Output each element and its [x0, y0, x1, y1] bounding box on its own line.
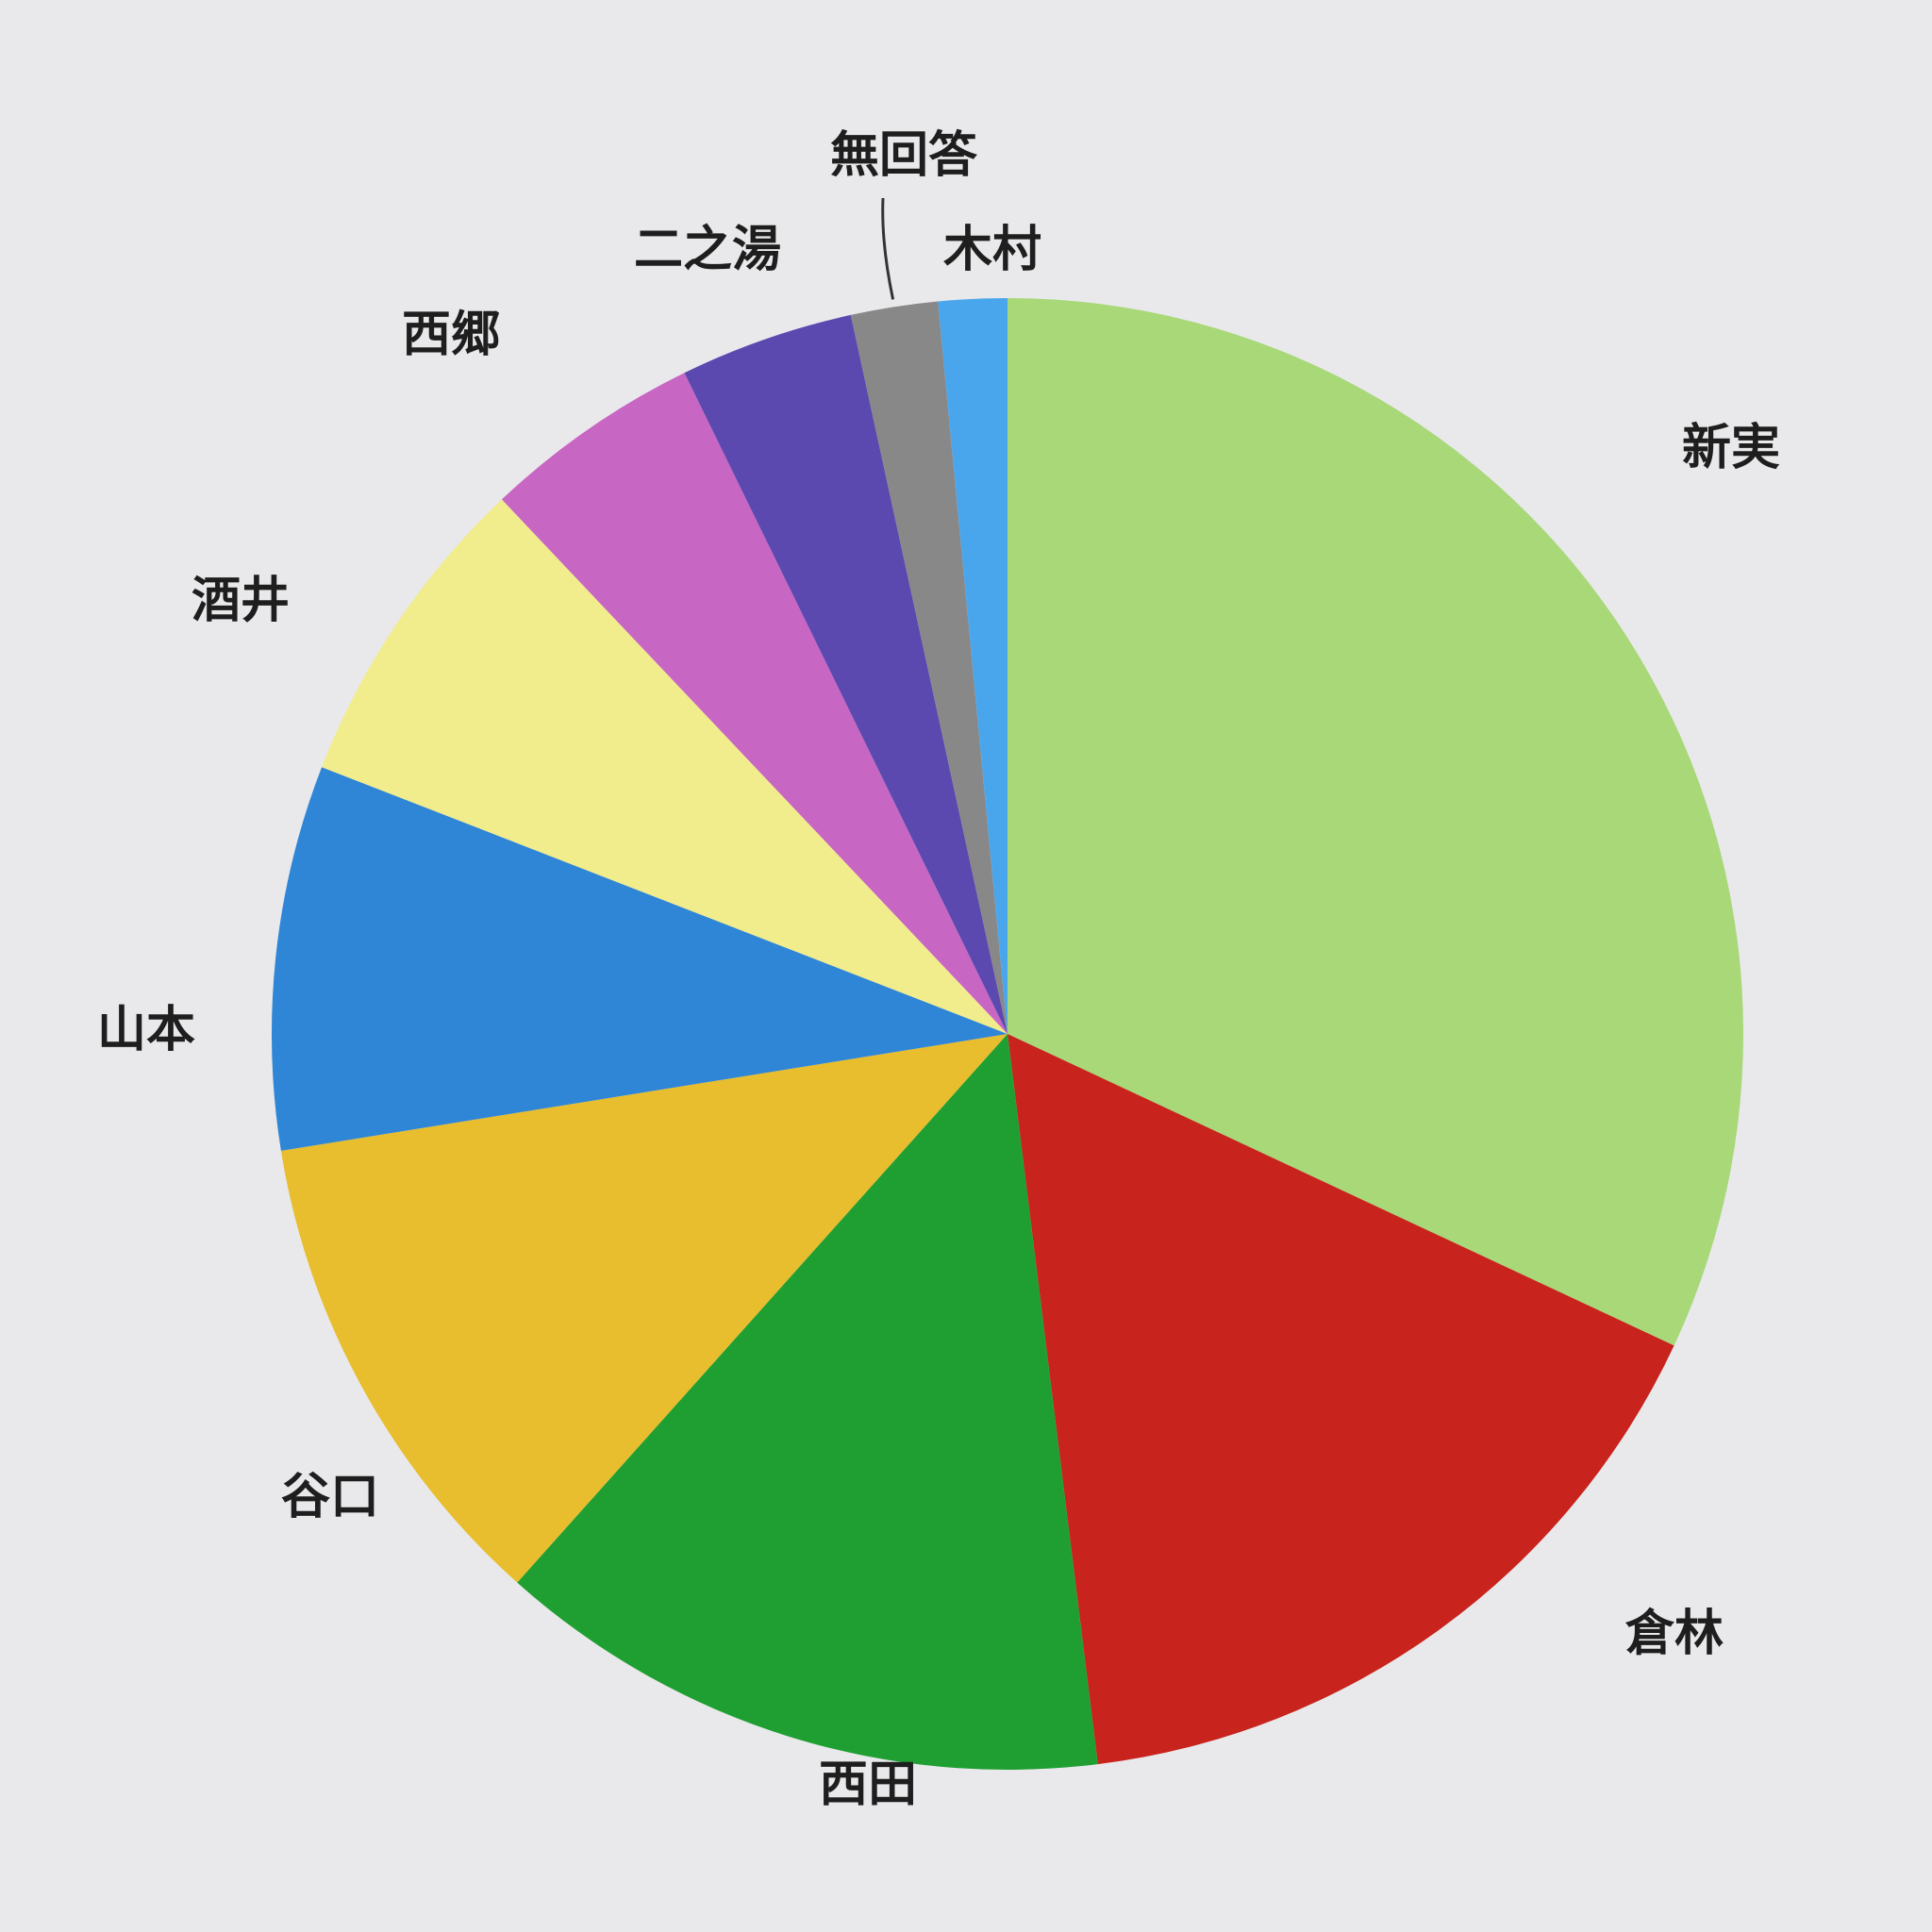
leader-lines: [881, 197, 895, 300]
slice-label-8: 二之湯: [634, 222, 781, 278]
pie-slices: [271, 298, 1743, 1770]
slice-label-9: 無回答: [830, 127, 978, 184]
pie-slice-7: [501, 373, 1008, 1034]
slice-label-5: 山本: [97, 1002, 195, 1058]
pie-slice-8: [684, 314, 1008, 1034]
slice-label-3: 西田: [819, 1757, 917, 1813]
pie-slice-2: [1008, 1034, 1674, 1765]
pie-slice-1: [1008, 298, 1743, 1346]
pie-slice-10: [938, 298, 1008, 1034]
pie-slice-9: [850, 301, 1008, 1034]
slice-label-2: 倉林: [1624, 1606, 1724, 1662]
pie-slice-3: [517, 1034, 1098, 1770]
pie-slice-4: [280, 1034, 1008, 1583]
slice-label-1: 新実: [1682, 420, 1780, 476]
slice-label-6: 酒井: [192, 573, 290, 629]
slice-label-4: 谷口: [281, 1469, 379, 1525]
slice-label-7: 西郷: [402, 307, 500, 363]
pie-slice-5: [271, 767, 1008, 1151]
pie-slice-6: [322, 499, 1008, 1034]
leader-line-no-answer: [881, 197, 895, 300]
slice-label-10: 木村: [943, 222, 1041, 278]
